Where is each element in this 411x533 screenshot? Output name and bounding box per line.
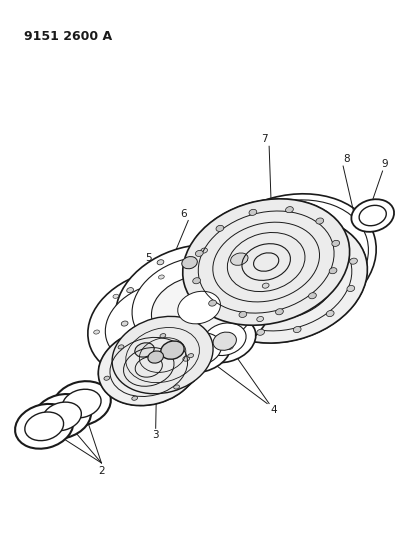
- Ellipse shape: [222, 314, 228, 319]
- Ellipse shape: [241, 257, 248, 262]
- Ellipse shape: [309, 293, 316, 299]
- Ellipse shape: [286, 207, 293, 213]
- Ellipse shape: [193, 278, 201, 284]
- Ellipse shape: [226, 344, 233, 350]
- Ellipse shape: [326, 311, 334, 317]
- Ellipse shape: [88, 269, 233, 379]
- Ellipse shape: [209, 200, 368, 320]
- Polygon shape: [196, 199, 367, 343]
- Ellipse shape: [148, 351, 164, 363]
- Ellipse shape: [303, 224, 311, 230]
- Ellipse shape: [201, 194, 376, 326]
- Ellipse shape: [157, 260, 164, 265]
- Ellipse shape: [239, 311, 247, 318]
- Ellipse shape: [334, 236, 342, 242]
- Text: 9: 9: [381, 159, 388, 169]
- Ellipse shape: [267, 227, 275, 233]
- Ellipse shape: [183, 356, 189, 361]
- Text: 9151 2600 A: 9151 2600 A: [25, 30, 113, 44]
- Ellipse shape: [115, 245, 275, 365]
- Ellipse shape: [216, 225, 224, 231]
- Ellipse shape: [332, 240, 339, 246]
- Ellipse shape: [157, 370, 163, 374]
- Ellipse shape: [203, 350, 208, 354]
- Text: 5: 5: [145, 253, 152, 263]
- Ellipse shape: [262, 283, 269, 288]
- Ellipse shape: [160, 334, 166, 338]
- Ellipse shape: [179, 333, 222, 366]
- Ellipse shape: [257, 317, 263, 321]
- Ellipse shape: [43, 402, 81, 431]
- Ellipse shape: [113, 294, 119, 298]
- Ellipse shape: [226, 318, 234, 324]
- Ellipse shape: [115, 364, 132, 376]
- Ellipse shape: [15, 404, 73, 449]
- Ellipse shape: [231, 253, 248, 265]
- Ellipse shape: [213, 268, 221, 274]
- Ellipse shape: [359, 205, 386, 226]
- Ellipse shape: [98, 328, 199, 406]
- Text: 2: 2: [98, 466, 105, 476]
- Ellipse shape: [94, 330, 99, 334]
- Ellipse shape: [105, 282, 216, 366]
- Ellipse shape: [182, 256, 197, 269]
- Text: 6: 6: [180, 208, 187, 219]
- Text: 4: 4: [271, 406, 277, 416]
- Polygon shape: [98, 317, 195, 406]
- Ellipse shape: [203, 284, 209, 287]
- Ellipse shape: [183, 199, 350, 325]
- Ellipse shape: [257, 329, 265, 335]
- Ellipse shape: [195, 251, 203, 256]
- Ellipse shape: [201, 248, 208, 253]
- Ellipse shape: [118, 345, 124, 349]
- Ellipse shape: [174, 385, 180, 389]
- Ellipse shape: [178, 291, 220, 324]
- Ellipse shape: [169, 326, 231, 373]
- Ellipse shape: [293, 327, 301, 333]
- Ellipse shape: [161, 341, 184, 359]
- Text: 8: 8: [343, 154, 349, 164]
- Ellipse shape: [132, 257, 258, 352]
- Ellipse shape: [33, 394, 91, 439]
- Ellipse shape: [53, 381, 111, 426]
- Ellipse shape: [121, 321, 128, 326]
- Ellipse shape: [201, 216, 367, 343]
- Ellipse shape: [159, 275, 164, 279]
- Ellipse shape: [329, 268, 337, 274]
- Ellipse shape: [112, 317, 213, 394]
- Ellipse shape: [347, 286, 355, 292]
- Ellipse shape: [135, 343, 154, 357]
- Ellipse shape: [112, 361, 118, 365]
- Ellipse shape: [132, 396, 138, 400]
- Ellipse shape: [249, 209, 257, 215]
- Ellipse shape: [104, 376, 110, 380]
- Ellipse shape: [188, 353, 194, 358]
- Ellipse shape: [351, 199, 394, 232]
- Ellipse shape: [350, 258, 358, 264]
- Ellipse shape: [209, 300, 217, 306]
- Text: 3: 3: [152, 430, 159, 440]
- Ellipse shape: [62, 389, 101, 418]
- Ellipse shape: [143, 347, 150, 352]
- Ellipse shape: [210, 295, 218, 302]
- Ellipse shape: [316, 218, 323, 224]
- Ellipse shape: [203, 323, 246, 356]
- Ellipse shape: [151, 276, 239, 343]
- Ellipse shape: [275, 309, 283, 315]
- Ellipse shape: [127, 288, 134, 293]
- Ellipse shape: [234, 243, 242, 249]
- Ellipse shape: [25, 412, 64, 441]
- Ellipse shape: [194, 316, 256, 362]
- Text: 7: 7: [261, 134, 268, 144]
- Ellipse shape: [213, 332, 236, 350]
